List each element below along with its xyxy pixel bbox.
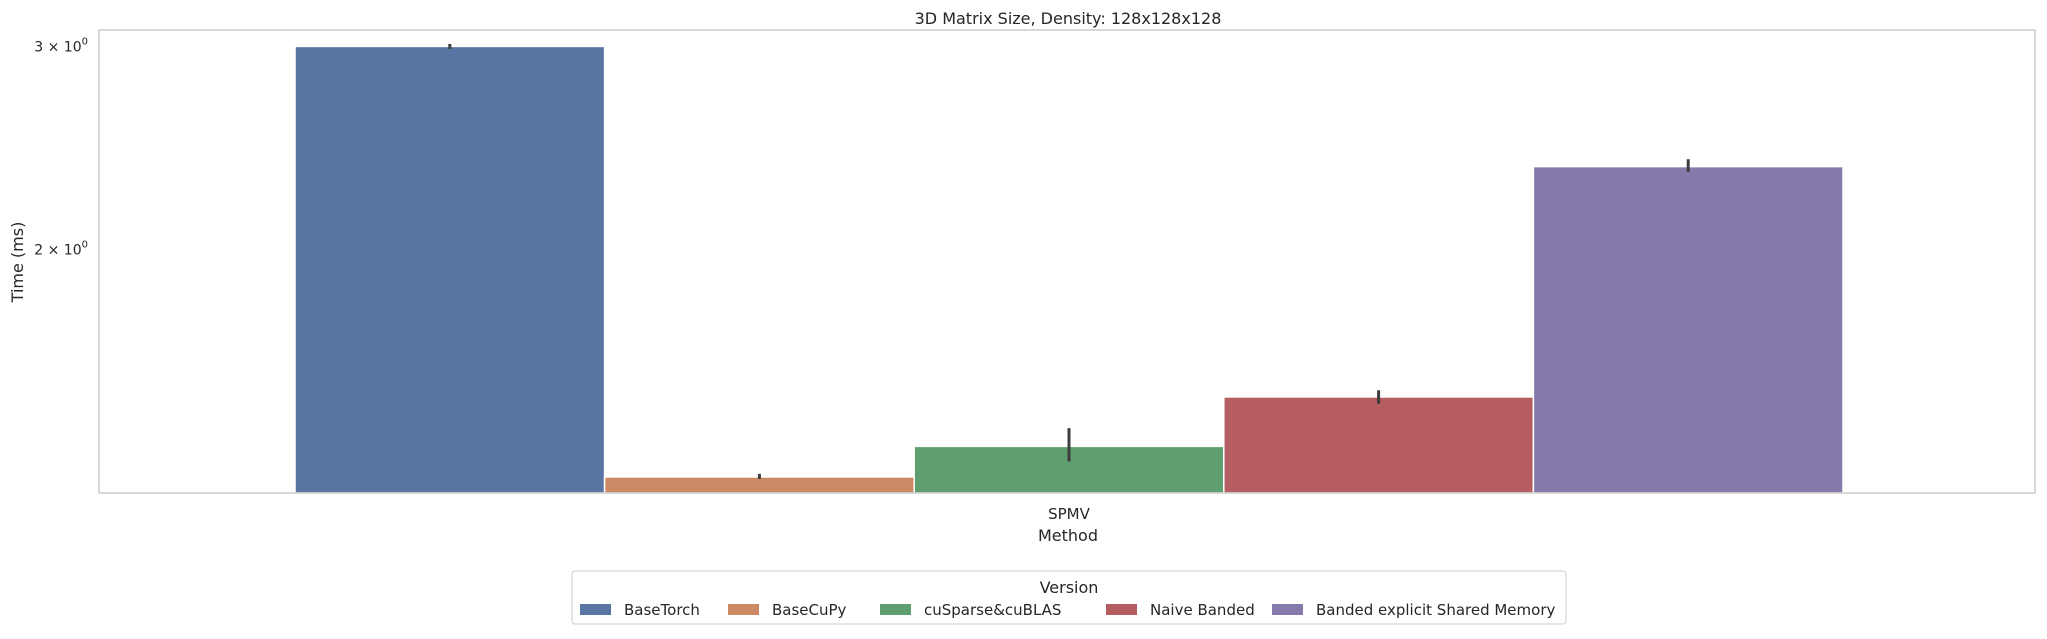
legend-item-basecupy: BaseCuPy [728, 601, 847, 619]
legend-item-naive-banded: Naive Banded [1106, 601, 1255, 619]
bar-basetorch [294, 45, 606, 494]
y-tick-label: 3 × 100 [34, 36, 88, 55]
legend-title: Version [1040, 578, 1099, 597]
legend-label: cuSparse&cuBLAS [924, 601, 1061, 619]
legend-label: Banded explicit Shared Memory [1316, 601, 1555, 619]
legend-label: BaseTorch [624, 601, 700, 619]
bars-layer [294, 45, 1844, 494]
legend-label: BaseCuPy [772, 601, 847, 619]
legend: Version BaseTorch BaseCuPy cuSparse&cuBLAS… [571, 570, 1567, 625]
legend-swatch [580, 604, 611, 615]
error-bars-layer [448, 43, 1690, 479]
legend-swatch [1272, 604, 1303, 615]
bar-naive-banded [1223, 396, 1535, 494]
plot-frame [98, 29, 2036, 494]
x-axis-label: Method [1038, 526, 1098, 545]
legend-items: BaseTorch BaseCuPy cuSparse&cuBLAS Naive Ba… [580, 601, 1555, 619]
legend-label: Naive Banded [1150, 601, 1255, 619]
y-tick-label: 2 × 100 [34, 240, 88, 259]
legend-item-basetorch: BaseTorch [580, 601, 700, 619]
bar-banded-explicit-shared-memory [1532, 165, 1844, 494]
x-tick-label: SPMV [1048, 505, 1091, 523]
y-ticks: 3 × 100 2 × 100 [34, 36, 88, 258]
legend-item-cusparse-cublas: cuSparse&cuBLAS [880, 601, 1061, 619]
legend-swatch [880, 604, 911, 615]
y-axis-label: Time (ms) [8, 222, 27, 304]
legend-swatch [728, 604, 759, 615]
bar-basecupy [603, 476, 915, 494]
legend-swatch [1106, 604, 1137, 615]
chart-title: 3D Matrix Size, Density: 128x128x128 [915, 9, 1222, 28]
legend-box [571, 570, 1567, 625]
x-ticks: SPMV [1048, 505, 1091, 523]
legend-item-banded-explicit-shared-memory: Banded explicit Shared Memory [1272, 601, 1555, 619]
